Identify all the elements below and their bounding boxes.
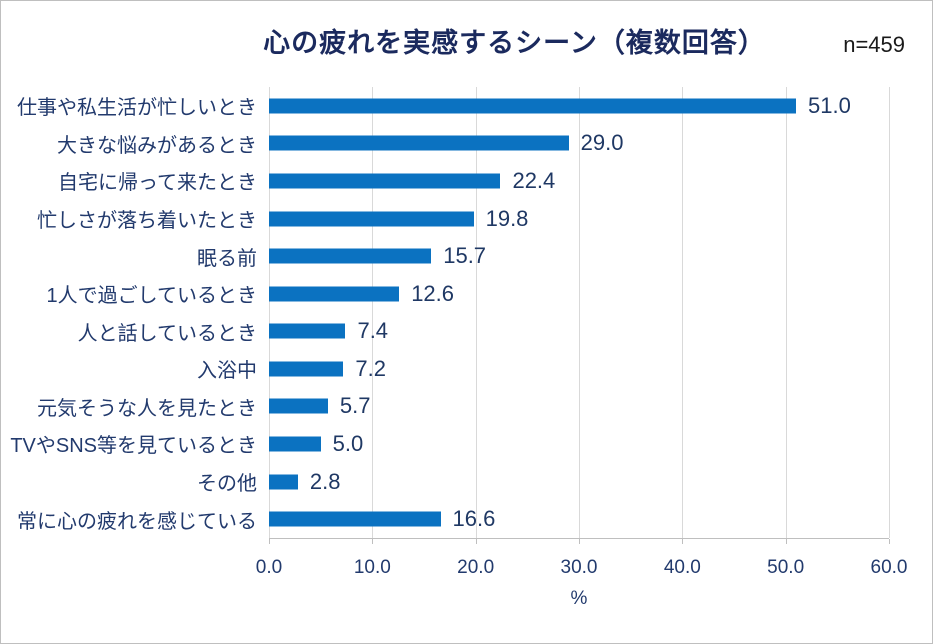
x-axis-tick-label: 10.0 xyxy=(353,557,391,578)
bar xyxy=(269,173,501,189)
chart-row: 眠る前 15.7 xyxy=(1,237,889,275)
gridlines xyxy=(269,87,890,538)
value-label: 51.0 xyxy=(808,92,851,118)
gridline xyxy=(475,87,477,538)
value-label: 16.6 xyxy=(452,506,496,532)
sample-size-label: n=459 xyxy=(843,32,905,57)
axis-tick xyxy=(579,539,580,544)
category-label: 入浴中 xyxy=(197,360,257,383)
gridline xyxy=(269,87,270,538)
value-label: 7.4 xyxy=(357,318,389,344)
bar-zone: 7.4 xyxy=(269,312,889,350)
chart-row: その他 2.8 xyxy=(1,463,889,501)
x-axis-tick-label: 50.0 xyxy=(767,557,805,578)
category-label: その他 xyxy=(197,473,257,496)
category-label: 元気そうな人を見たとき xyxy=(37,397,257,420)
bar xyxy=(269,323,346,339)
bar xyxy=(269,211,474,227)
chart-row: TVやSNS等を見ているとき 5.0 xyxy=(1,425,889,463)
chart-row: 大きな悩みがあるとき 29.0 xyxy=(1,125,889,163)
bar xyxy=(269,286,400,302)
x-axis-tick-label: 0.0 xyxy=(255,557,283,578)
bar-zone: 19.8 xyxy=(269,200,889,238)
axis-tick xyxy=(475,539,477,544)
bar-zone: 51.0 xyxy=(269,87,889,125)
bar xyxy=(269,98,796,114)
gridline xyxy=(579,87,580,538)
x-axis-tick-label: 20.0 xyxy=(457,557,495,578)
x-axis-tick-label: 40.0 xyxy=(663,557,701,578)
axis-tick xyxy=(682,539,684,544)
category-label: 常に心の疲れを感じている xyxy=(17,510,257,533)
axis-tick xyxy=(269,539,270,544)
category-label: 眠る前 xyxy=(197,247,257,270)
value-label: 19.8 xyxy=(485,205,529,231)
bar xyxy=(269,361,344,377)
bar-zone: 5.0 xyxy=(269,425,889,463)
chart-row: 仕事や私生活が忙しいとき 51.0 xyxy=(1,87,889,125)
category-label: 忙しさが落ち着いたとき xyxy=(37,210,257,233)
x-axis-tick-label: 30.0 xyxy=(560,557,598,578)
value-label: 29.0 xyxy=(580,130,624,156)
bar-zone: 29.0 xyxy=(269,125,889,163)
axis-tick xyxy=(785,539,787,544)
x-axis-line xyxy=(269,538,889,539)
chart-row: 入浴中 7.2 xyxy=(1,350,889,388)
x-axis-tick-label: 60.0 xyxy=(870,557,908,578)
axis-tick xyxy=(889,539,890,544)
category-label: 自宅に帰って来たとき xyxy=(58,172,257,195)
bar xyxy=(269,436,321,452)
chart-row: 1人で過ごしているとき 12.6 xyxy=(1,275,889,313)
chart-row: 自宅に帰って来たとき 22.4 xyxy=(1,162,889,200)
bar-zone: 22.4 xyxy=(269,162,889,200)
value-label: 12.6 xyxy=(411,280,455,306)
value-label: 22.4 xyxy=(512,167,556,193)
bar-zone: 5.7 xyxy=(269,388,889,426)
category-label: TVやSNS等を見ているとき xyxy=(10,435,257,458)
gridline xyxy=(372,87,374,538)
value-label: 7.2 xyxy=(355,355,386,381)
category-label: 人と話しているとき xyxy=(77,322,257,345)
value-label: 2.8 xyxy=(309,468,341,494)
value-label: 5.0 xyxy=(332,430,364,456)
x-axis-label: % xyxy=(570,588,588,609)
plot-area: 仕事や私生活が忙しいとき 51.0 大きな悩みがあるとき 29.0 自宅に帰って来たとき… xyxy=(10,87,907,627)
bar xyxy=(269,248,432,264)
chart-row: 常に心の疲れを感じている 16.6 xyxy=(1,500,889,538)
bar-zone: 16.6 xyxy=(269,500,889,538)
category-label: 大きな悩みがあるとき xyxy=(57,134,257,157)
bar-rows: 仕事や私生活が忙しいとき 51.0 大きな悩みがあるとき 29.0 自宅に帰って来たとき… xyxy=(1,87,889,538)
bar-zone: 2.8 xyxy=(269,463,889,501)
chart-row: 人と話しているとき 7.4 xyxy=(1,312,889,350)
bar-zone: 15.7 xyxy=(269,237,889,275)
axis-tick xyxy=(372,539,374,544)
chart-title: 心の疲れを実感するシーン（複数回答） xyxy=(263,28,766,58)
gridline xyxy=(682,87,684,538)
chart-row: 忙しさが落ち着いたとき 19.8 xyxy=(1,200,889,238)
bar xyxy=(269,398,328,414)
gridline xyxy=(889,87,890,538)
category-label: 仕事や私生活が忙しいとき xyxy=(17,97,257,120)
bar-zone: 12.6 xyxy=(269,275,889,313)
value-label: 15.7 xyxy=(443,243,487,269)
category-label: 1人で過ごしているとき xyxy=(46,285,257,308)
bar xyxy=(269,474,298,490)
gridline xyxy=(785,87,787,538)
bar xyxy=(269,135,569,151)
value-label: 5.7 xyxy=(339,393,371,419)
chart-row: 元気そうな人を見たとき 5.7 xyxy=(1,388,889,426)
bar-zone: 7.2 xyxy=(269,350,889,388)
bar xyxy=(269,511,441,527)
